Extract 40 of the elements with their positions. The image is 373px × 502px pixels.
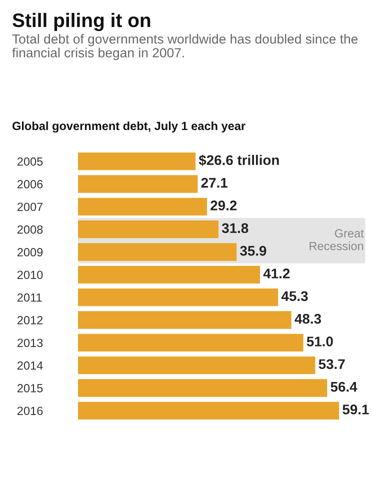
data-label: 35.9 <box>240 246 266 256</box>
data-label: 51.0 <box>306 336 333 346</box>
bar <box>78 175 198 193</box>
y-tick-label: 2013 <box>17 338 43 348</box>
bar <box>78 198 207 216</box>
y-tick-label: 2011 <box>17 293 42 302</box>
bar <box>78 334 304 352</box>
y-tick-label: 2006 <box>17 180 43 188</box>
y-tick-label: 2014 <box>17 361 43 370</box>
data-label: 56.4 <box>330 382 358 392</box>
data-label: 48.3 <box>294 314 322 324</box>
data-label: 59.1 <box>342 404 369 414</box>
data-label: 53.7 <box>318 359 345 370</box>
bar <box>78 266 260 284</box>
y-tick-label: 2009 <box>17 248 43 256</box>
y-tick-label: 2016 <box>17 406 43 416</box>
data-label: 29.2 <box>210 200 237 210</box>
chart-title: Still piling it on <box>12 12 150 32</box>
y-axis-title: Global government debt, July 1 each year <box>12 121 246 133</box>
bar <box>78 311 292 329</box>
bar <box>78 220 218 238</box>
bar <box>78 288 278 306</box>
y-tick-label: 2005 <box>17 157 43 166</box>
band-label: Great Recession <box>310 229 364 250</box>
data-label: 41.2 <box>263 268 290 278</box>
data-label: 45.3 <box>281 291 308 302</box>
bar <box>78 152 196 170</box>
bar <box>78 243 237 261</box>
bar <box>78 379 328 397</box>
bar <box>78 356 316 374</box>
y-tick-label: 2010 <box>17 270 43 280</box>
y-tick-label: 2007 <box>17 202 43 212</box>
data-label: 31.8 <box>222 223 248 234</box>
y-tick-label: 2012 <box>17 316 43 324</box>
data-label: $26.6 trillion <box>198 154 279 166</box>
y-tick-label: 2015 <box>17 384 43 392</box>
data-label: 27.1 <box>201 178 228 188</box>
bar <box>78 402 340 420</box>
y-tick-label: 2008 <box>17 225 43 234</box>
chart-subtitle: Total debt of governments worldwide has doubled since the financial crisis began in 2007. <box>12 34 358 60</box>
